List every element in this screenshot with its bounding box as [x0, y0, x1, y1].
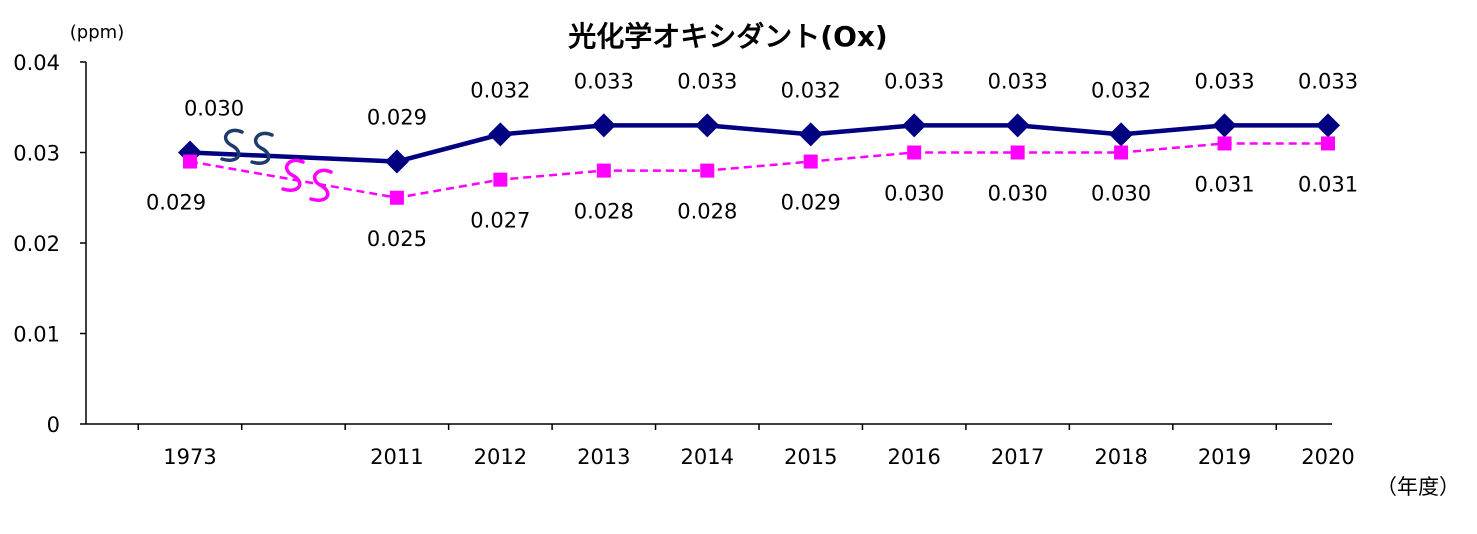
chart-title: 光化学オキシダント(Ox)	[567, 20, 887, 53]
data-point-diamond	[1316, 113, 1340, 138]
data-label-series-1: 0.033	[1194, 69, 1254, 93]
series-group	[178, 113, 1340, 205]
data-label-series-1: 0.033	[677, 69, 737, 93]
x-tick-label: 1973	[163, 445, 216, 469]
data-label-series-1: 0.032	[470, 78, 530, 102]
y-axis-unit: (ppm)	[70, 22, 124, 43]
x-tick-label: 2016	[887, 445, 940, 469]
data-label-series-2: 0.030	[988, 182, 1048, 206]
y-tick-label: 0.03	[13, 142, 60, 166]
data-label-series-1: 0.032	[781, 78, 841, 102]
data-label-series-2: 0.028	[677, 200, 737, 224]
x-tick-label: 2015	[784, 445, 837, 469]
data-point-square	[183, 154, 197, 169]
data-label-series-2: 0.025	[367, 227, 427, 251]
data-label-series-1: 0.033	[574, 69, 634, 93]
x-tick-label: 2011	[370, 445, 423, 469]
data-point-square	[1321, 136, 1335, 151]
x-tick-label: 2017	[991, 445, 1044, 469]
data-label-series-2: 0.030	[884, 182, 944, 206]
data-label-series-2: 0.031	[1298, 172, 1358, 196]
data-point-square	[596, 163, 611, 178]
data-labels: 0.030 0.029 0.032 0.033 0.033 0.032 0.033 0.033…	[146, 69, 1358, 250]
data-label-series-1: 0.033	[884, 69, 944, 93]
x-tick-label: 2012	[474, 445, 527, 469]
data-point-square	[907, 145, 922, 160]
y-ticks: 0 0.01 0.02 0.03 0.04	[13, 51, 86, 437]
data-point-square	[1010, 145, 1025, 160]
data-label-series-1: 0.033	[1298, 69, 1358, 93]
series-line-2	[189, 142, 1328, 200]
x-tick-label: 2020	[1301, 445, 1354, 469]
data-point-diamond	[384, 149, 409, 174]
y-tick-label: 0.02	[13, 232, 60, 256]
data-point-diamond	[1109, 122, 1134, 147]
data-label-series-1: 0.030	[184, 97, 244, 121]
axis-break-marks	[220, 128, 333, 202]
data-label-series-2: 0.029	[781, 191, 841, 215]
x-ticks: 1973 2011 2012 2013 2014 2015 2016 2017 2018 2019…	[137, 424, 1355, 469]
data-point-diamond	[695, 113, 720, 138]
data-label-series-2: 0.030	[1091, 182, 1151, 206]
data-label-series-2: 0.029	[146, 191, 206, 215]
break-wave	[309, 168, 333, 202]
data-point-diamond	[902, 113, 927, 138]
data-point-square	[700, 163, 715, 178]
data-label-series-2: 0.028	[574, 200, 634, 224]
data-label-series-2: 0.031	[1194, 172, 1254, 196]
data-label-series-1: 0.033	[988, 69, 1048, 93]
x-tick-label: 2013	[577, 445, 630, 469]
data-point-square	[1217, 136, 1232, 151]
data-point-square	[1114, 145, 1129, 160]
data-label-series-2: 0.027	[470, 209, 530, 233]
data-point-square	[493, 172, 508, 187]
data-point-diamond	[1212, 113, 1237, 138]
y-tick-label: 0.01	[13, 323, 60, 347]
y-tick-label: 0	[47, 413, 60, 437]
data-point-diamond	[1005, 113, 1030, 138]
data-point-diamond	[488, 122, 513, 147]
series-line-1	[189, 123, 1328, 164]
x-tick-label: 2018	[1094, 445, 1147, 469]
data-label-series-1: 0.029	[367, 106, 427, 130]
data-point-diamond	[591, 113, 616, 138]
break-wave	[220, 128, 244, 162]
data-label-series-1: 0.032	[1091, 78, 1151, 102]
break-wave	[250, 131, 274, 165]
data-point-square	[389, 190, 404, 205]
data-point-diamond	[798, 122, 823, 147]
data-point-square	[803, 154, 818, 169]
x-tick-label: 2019	[1198, 445, 1251, 469]
x-axis-unit: （年度）	[1376, 475, 1460, 499]
break-wave	[281, 158, 305, 192]
y-tick-label: 0.04	[13, 51, 60, 75]
x-tick-label: 2014	[681, 445, 734, 469]
